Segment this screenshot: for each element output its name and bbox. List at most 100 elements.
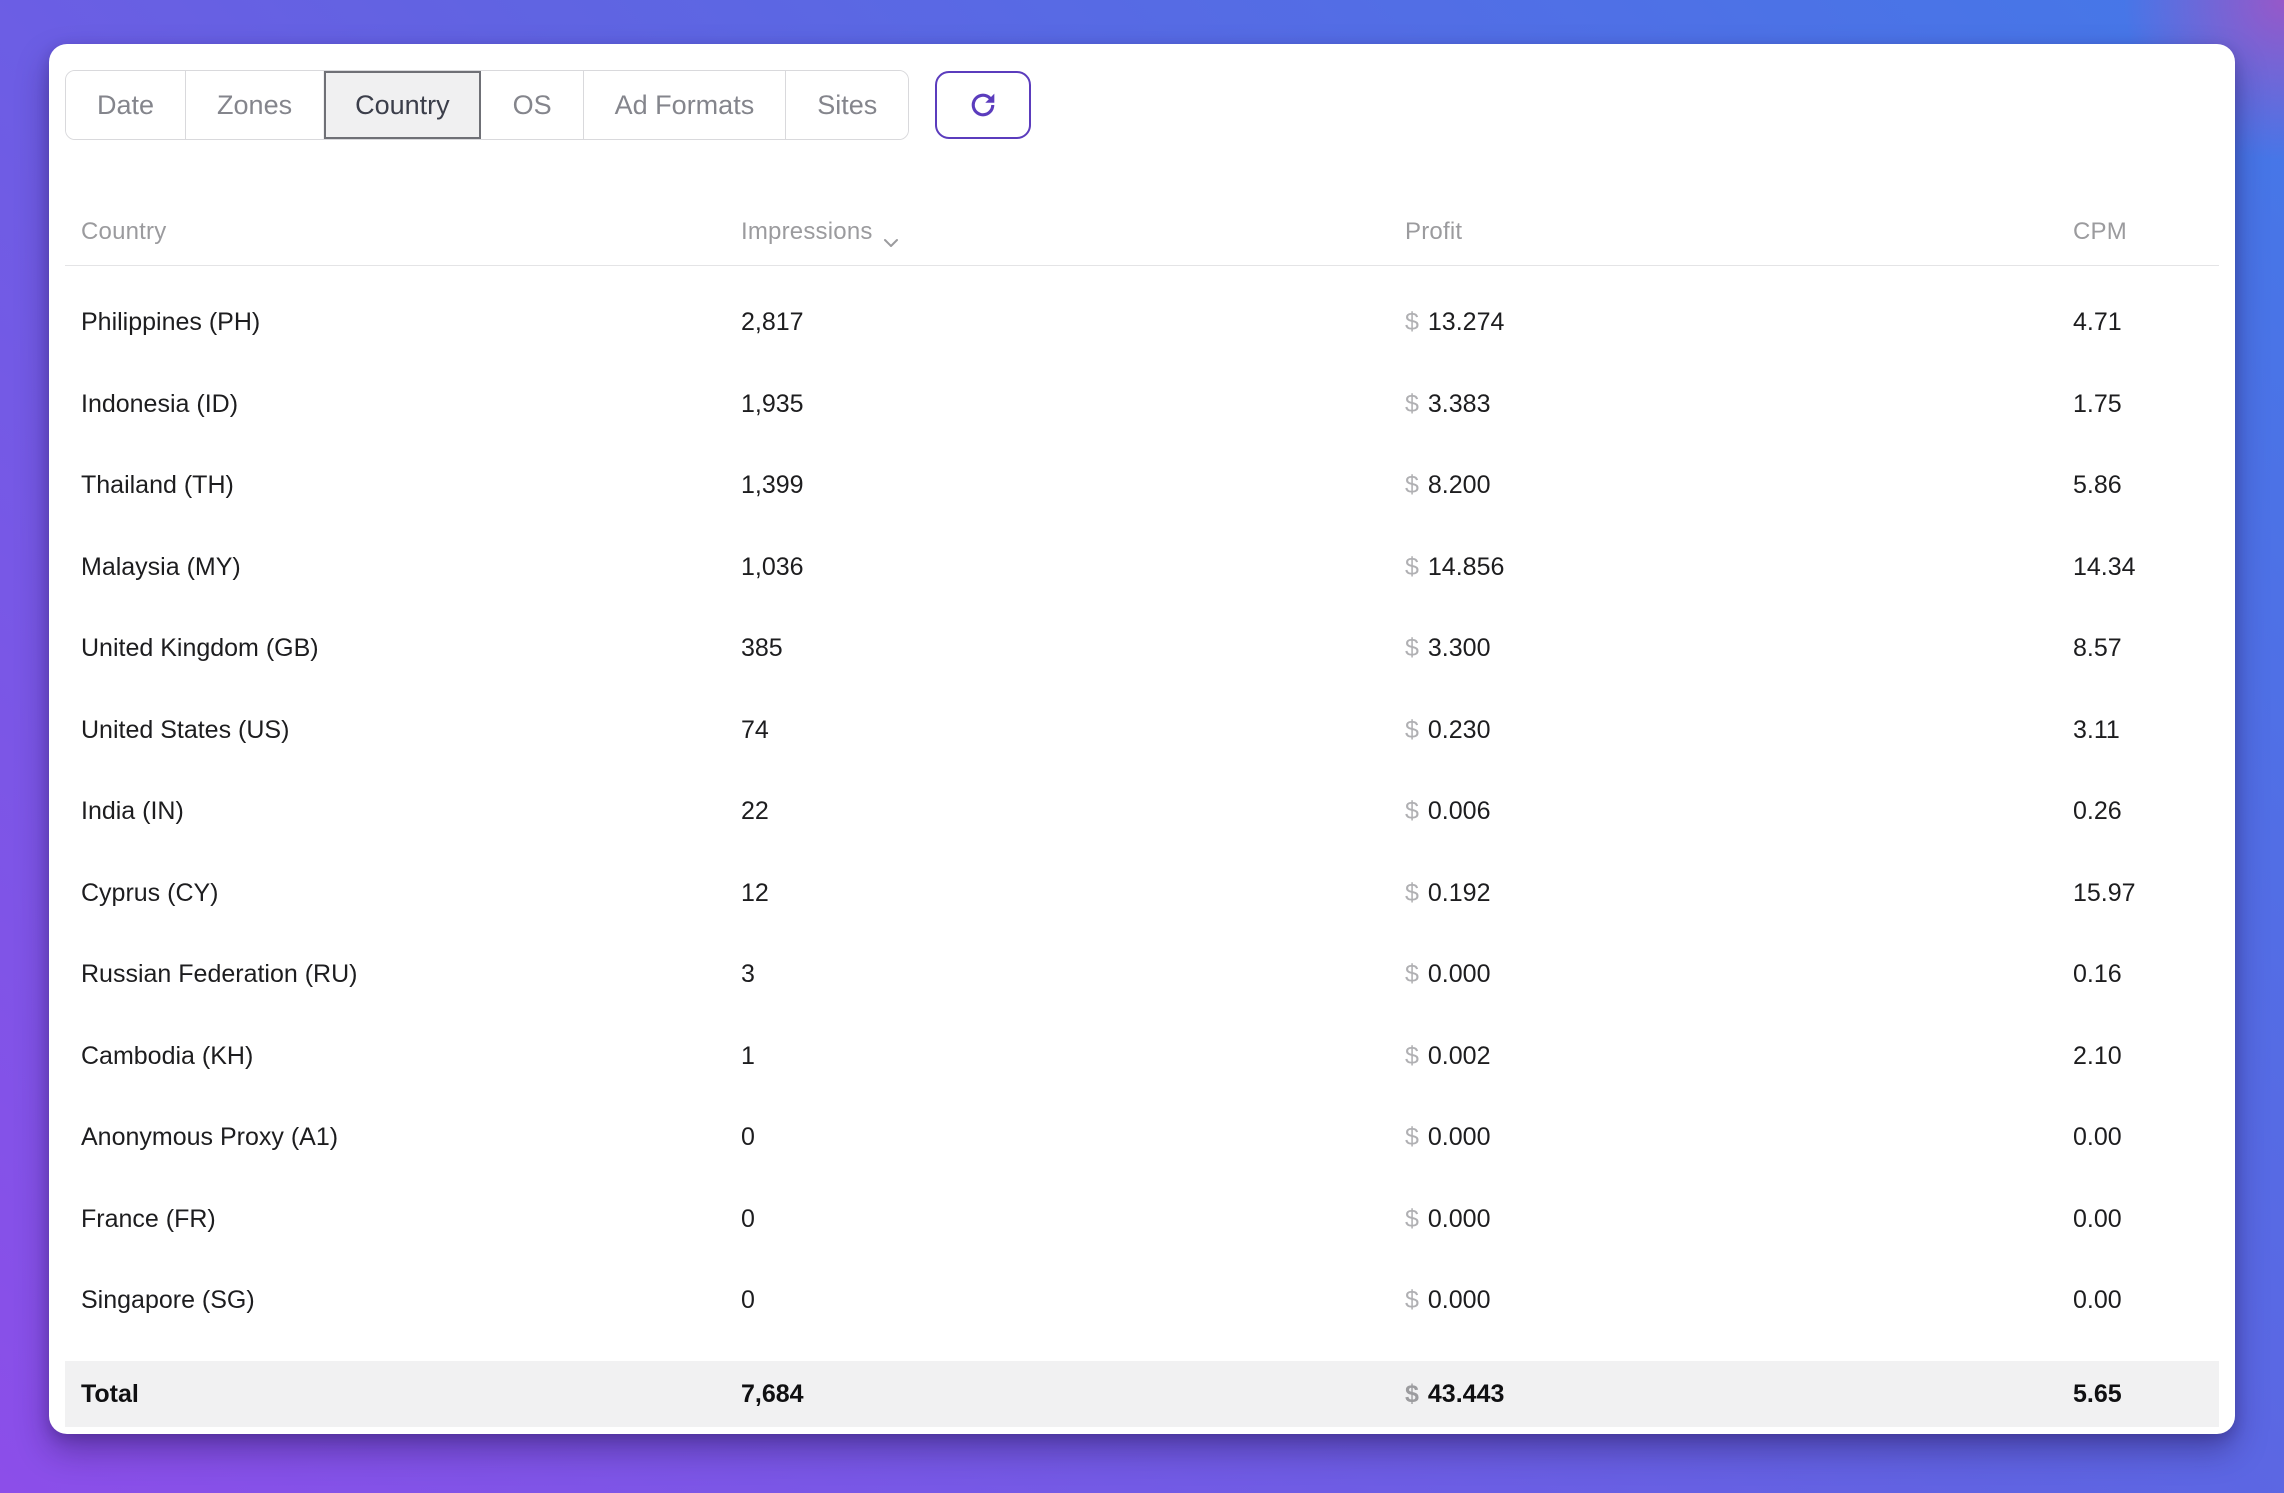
cell-profit-value: 0.000 <box>1427 1204 1491 1233</box>
total-cpm: 5.65 <box>2073 1379 2122 1408</box>
currency-symbol: $ <box>1405 1204 1419 1233</box>
cell-profit-value: 3.383 <box>1427 389 1491 418</box>
filter-tab-sites[interactable]: Sites <box>785 71 909 139</box>
cell-cpm: 1.75 <box>2073 389 2122 418</box>
cell-cpm: 5.86 <box>2073 471 2122 500</box>
currency-symbol: $ <box>1405 389 1419 418</box>
cell-profit-value: 13.274 <box>1427 308 1505 337</box>
cell-country: Singapore (SG) <box>81 1286 255 1315</box>
cell-cpm: 14.34 <box>2073 552 2136 581</box>
cell-cpm: 4.71 <box>2073 308 2122 337</box>
cell-impressions: 0 <box>741 1286 755 1315</box>
column-header-label: CPM <box>2073 217 2127 245</box>
column-header-label: Country <box>81 217 167 245</box>
filter-tab-os[interactable]: OS <box>480 71 583 139</box>
currency-symbol: $ <box>1405 308 1419 337</box>
cell-country: France (FR) <box>81 1204 216 1233</box>
table-row: Malaysia (MY) 1,036 $14.856 14.34 <box>65 527 2219 609</box>
cell-country: Cyprus (CY) <box>81 878 219 907</box>
cell-country: India (IN) <box>81 797 184 826</box>
table-row: Indonesia (ID) 1,935 $3.383 1.75 <box>65 364 2219 446</box>
cell-profit-value: 0.000 <box>1427 960 1491 989</box>
cell-profit: $0.000 <box>1405 1205 2073 1234</box>
table-total-row: Total 7,684 $43.443 5.65 <box>65 1361 2219 1427</box>
cell-impressions: 1,036 <box>741 552 804 581</box>
country-report-table: Country Impressions Profit CPM Philippin… <box>65 198 2219 1427</box>
refresh-button[interactable] <box>935 71 1032 139</box>
refresh-icon <box>966 88 1000 122</box>
cell-cpm: 0.26 <box>2073 797 2122 826</box>
table-row: India (IN) 22 $0.006 0.26 <box>65 771 2219 853</box>
cell-impressions: 74 <box>741 715 769 744</box>
cell-profit: $13.274 <box>1405 308 2073 337</box>
cell-cpm: 0.00 <box>2073 1204 2122 1233</box>
filter-tab-zones[interactable]: Zones <box>185 71 324 139</box>
filter-tab-group: Date Zones Country OS Ad Formats Sites <box>65 70 910 140</box>
column-header-profit[interactable]: Profit <box>1405 218 2073 246</box>
cell-impressions: 3 <box>741 960 755 989</box>
cell-impressions: 385 <box>741 634 783 663</box>
sort-chevron-down-icon <box>883 227 899 247</box>
cell-profit: $0.006 <box>1405 797 2073 826</box>
currency-symbol: $ <box>1405 1041 1419 1070</box>
table-row: Anonymous Proxy (A1) 0 $0.000 0.00 <box>65 1097 2219 1179</box>
cell-country: United Kingdom (GB) <box>81 634 319 663</box>
column-header-impressions[interactable]: Impressions <box>741 217 1405 247</box>
cell-profit-value: 0.230 <box>1427 715 1491 744</box>
cell-country: Thailand (TH) <box>81 471 234 500</box>
filter-tab-ad-formats[interactable]: Ad Formats <box>582 71 786 139</box>
cell-profit-value: 0.002 <box>1427 1041 1491 1070</box>
currency-symbol: $ <box>1405 1123 1419 1152</box>
table-row: France (FR) 0 $0.000 0.00 <box>65 1179 2219 1261</box>
cell-impressions: 0 <box>741 1204 755 1233</box>
cell-profit: $0.230 <box>1405 716 2073 745</box>
cell-profit-value: 14.856 <box>1427 552 1505 581</box>
table-row: Thailand (TH) 1,399 $8.200 5.86 <box>65 445 2219 527</box>
cell-cpm: 2.10 <box>2073 1041 2122 1070</box>
column-header-label: Impressions <box>741 217 873 245</box>
cell-profit: $0.000 <box>1405 1286 2073 1315</box>
total-impressions: 7,684 <box>741 1379 804 1408</box>
cell-cpm: 15.97 <box>2073 878 2136 907</box>
column-header-cpm[interactable]: CPM <box>2073 218 2203 246</box>
filter-tab-country[interactable]: Country <box>323 71 481 139</box>
cell-impressions: 12 <box>741 878 769 907</box>
cell-cpm: 0.16 <box>2073 960 2122 989</box>
cell-cpm: 0.00 <box>2073 1123 2122 1152</box>
total-profit-value: 43.443 <box>1427 1379 1505 1408</box>
table-row: Cambodia (KH) 1 $0.002 2.10 <box>65 1016 2219 1098</box>
cell-impressions: 22 <box>741 797 769 826</box>
table-row: Philippines (PH) 2,817 $13.274 4.71 <box>65 282 2219 364</box>
filter-tab-date[interactable]: Date <box>66 71 186 139</box>
table-row: Russian Federation (RU) 3 $0.000 0.16 <box>65 934 2219 1016</box>
cell-country: Anonymous Proxy (A1) <box>81 1123 339 1152</box>
cell-profit-value: 0.000 <box>1427 1123 1491 1152</box>
cell-country: Cambodia (KH) <box>81 1041 254 1070</box>
cell-impressions: 2,817 <box>741 308 804 337</box>
cell-profit: $14.856 <box>1405 553 2073 582</box>
cell-profit: $0.002 <box>1405 1042 2073 1071</box>
column-header-country[interactable]: Country <box>81 218 741 246</box>
table-row: United States (US) 74 $0.230 3.11 <box>65 690 2219 772</box>
currency-symbol: $ <box>1405 471 1419 500</box>
column-header-label: Profit <box>1405 217 1463 245</box>
cell-profit: $0.192 <box>1405 879 2073 908</box>
table-row: Cyprus (CY) 12 $0.192 15.97 <box>65 853 2219 935</box>
cell-country: Philippines (PH) <box>81 308 261 337</box>
table-row: Singapore (SG) 0 $0.000 0.00 <box>65 1260 2219 1342</box>
cell-impressions: 1,935 <box>741 389 804 418</box>
cell-profit: $8.200 <box>1405 471 2073 500</box>
cell-profit-value: 0.192 <box>1427 878 1491 907</box>
cell-country: Malaysia (MY) <box>81 552 241 581</box>
cell-cpm: 8.57 <box>2073 634 2122 663</box>
total-label: Total <box>81 1379 139 1408</box>
cell-profit-value: 0.006 <box>1427 797 1491 826</box>
currency-symbol: $ <box>1405 878 1419 907</box>
toolbar: Date Zones Country OS Ad Formats Sites <box>65 70 2235 140</box>
cell-country: United States (US) <box>81 715 290 744</box>
total-profit: $43.443 <box>1405 1380 2073 1409</box>
cell-impressions: 1 <box>741 1041 755 1070</box>
cell-profit: $3.383 <box>1405 390 2073 419</box>
cell-impressions: 1,399 <box>741 471 804 500</box>
cell-cpm: 3.11 <box>2073 715 2120 744</box>
